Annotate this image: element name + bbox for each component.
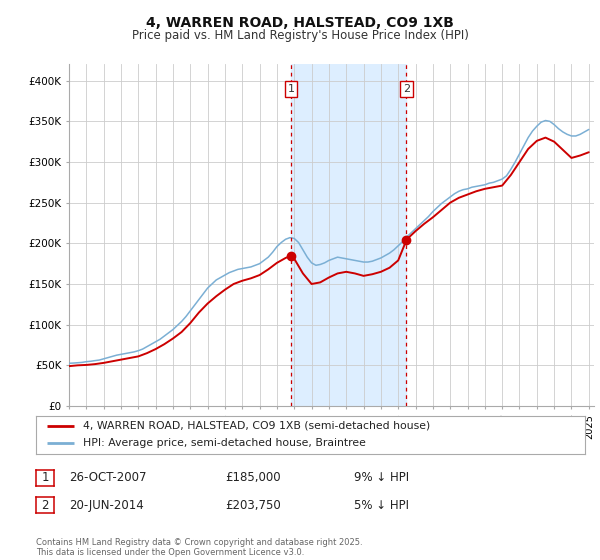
Text: Contains HM Land Registry data © Crown copyright and database right 2025.
This d: Contains HM Land Registry data © Crown c…	[36, 538, 362, 557]
Text: 4, WARREN ROAD, HALSTEAD, CO9 1XB: 4, WARREN ROAD, HALSTEAD, CO9 1XB	[146, 16, 454, 30]
Text: £203,750: £203,750	[225, 498, 281, 512]
Text: HPI: Average price, semi-detached house, Braintree: HPI: Average price, semi-detached house,…	[83, 438, 365, 449]
Text: 1: 1	[287, 84, 295, 94]
Text: 4, WARREN ROAD, HALSTEAD, CO9 1XB (semi-detached house): 4, WARREN ROAD, HALSTEAD, CO9 1XB (semi-…	[83, 421, 430, 431]
Bar	[291, 64, 406, 406]
Text: 2: 2	[403, 84, 410, 94]
Text: 20-JUN-2014: 20-JUN-2014	[69, 498, 144, 512]
Text: Price paid vs. HM Land Registry's House Price Index (HPI): Price paid vs. HM Land Registry's House …	[131, 29, 469, 42]
Text: 26-OCT-2007: 26-OCT-2007	[69, 471, 146, 484]
Text: 2: 2	[41, 498, 49, 512]
Text: £185,000: £185,000	[225, 471, 281, 484]
Text: 5% ↓ HPI: 5% ↓ HPI	[354, 498, 409, 512]
Text: 9% ↓ HPI: 9% ↓ HPI	[354, 471, 409, 484]
Text: 1: 1	[41, 471, 49, 484]
